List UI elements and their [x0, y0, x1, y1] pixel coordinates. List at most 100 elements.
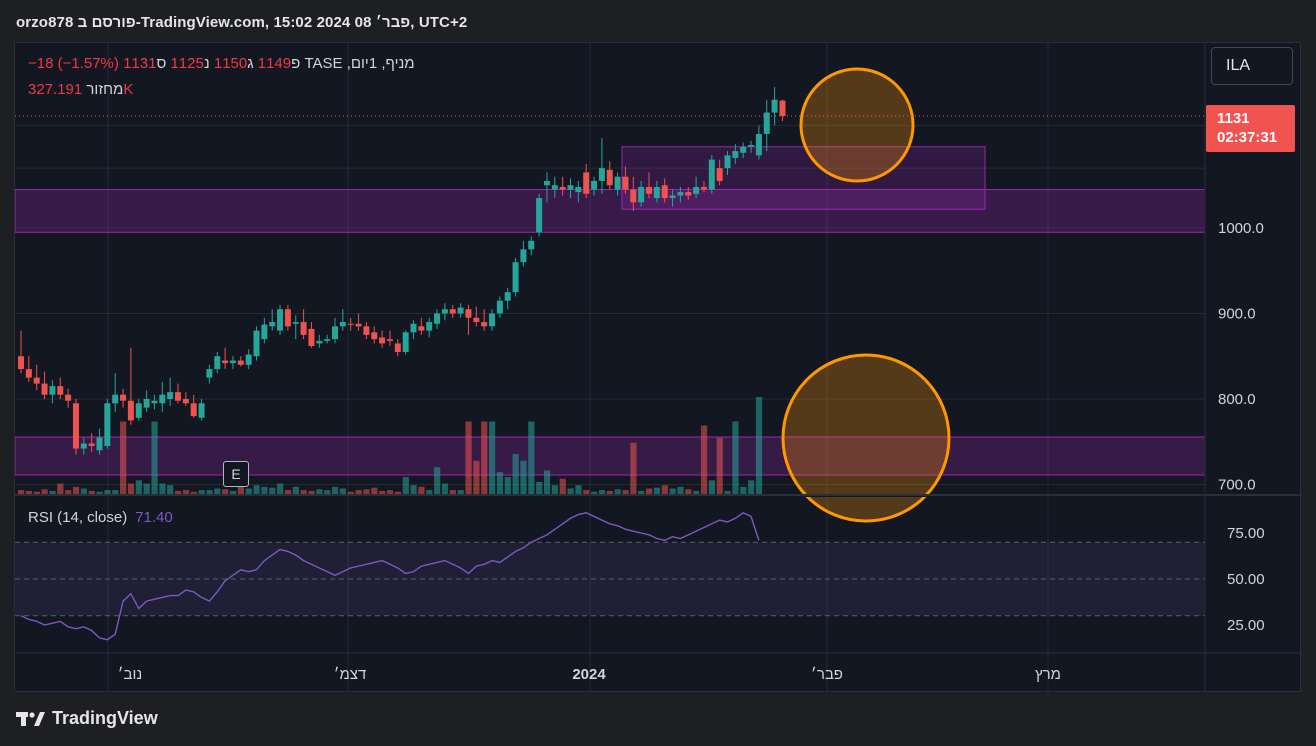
volume-bar: [504, 477, 511, 495]
candle-body: [598, 168, 605, 181]
candle: [449, 304, 456, 318]
candle-body: [324, 339, 331, 341]
chart-frame[interactable]: 1000.0 900.0 800.0 700.0 75.00 50.00 25.00 נוב׳…: [14, 42, 1302, 693]
candle: [80, 437, 87, 455]
volume-bar: [324, 490, 331, 495]
time-tick-label: פבר׳: [811, 666, 843, 683]
candle: [308, 322, 315, 348]
candle-body: [237, 360, 244, 365]
candle-body: [473, 317, 480, 323]
change-value: −18 (−1.57%): [28, 55, 119, 72]
volume-bar: [80, 488, 87, 495]
candle: [685, 186, 692, 200]
candle: [724, 151, 731, 175]
candle-body: [669, 195, 676, 199]
candle: [402, 330, 409, 355]
candle: [559, 176, 566, 196]
currency-button[interactable]: ILA: [1211, 47, 1293, 85]
candle: [316, 334, 323, 348]
candle-body: [441, 309, 448, 314]
candle-body: [638, 186, 645, 203]
candle: [355, 313, 362, 331]
bar-countdown: 02:37:31: [1217, 129, 1278, 146]
candle: [598, 138, 605, 194]
candle-body: [292, 322, 299, 324]
candle: [591, 176, 598, 196]
candle: [88, 433, 95, 453]
candle: [49, 380, 56, 404]
candle-body: [33, 377, 40, 384]
candle-body: [606, 169, 613, 186]
candle-body: [708, 159, 715, 190]
candle-body: [151, 400, 158, 404]
volume-bar: [441, 483, 449, 495]
time-tick-label: דצמ׳: [334, 666, 367, 683]
volume-bar: [214, 488, 221, 495]
candle: [229, 356, 236, 370]
symbol-label: מניף, 1יום, TASE: [304, 55, 415, 72]
candle: [693, 176, 700, 199]
low-label: נ: [203, 55, 210, 72]
candle-body: [543, 180, 550, 186]
candle: [441, 303, 448, 321]
volume-bar: [371, 487, 378, 495]
last-price: 1131: [1217, 110, 1250, 127]
volume-bar: [740, 486, 747, 495]
volume-bar: [190, 491, 197, 495]
candle: [520, 240, 527, 267]
candle: [253, 326, 260, 361]
rsi-legend: RSI (14, close) 71.40: [28, 509, 173, 526]
rsi-tick-label: 75.00: [1227, 525, 1265, 542]
volume-bar: [394, 491, 401, 495]
candle-body: [182, 399, 189, 404]
candle-body: [622, 176, 629, 190]
volume-bar: [112, 490, 119, 495]
volume-bar: [182, 490, 190, 495]
candle-body: [559, 186, 566, 190]
candle-body: [167, 392, 174, 399]
candle-body: [732, 151, 739, 158]
volume-bar: [57, 483, 64, 495]
candle: [135, 399, 142, 421]
candle-body: [65, 394, 72, 401]
candle-body: [72, 403, 79, 449]
earnings-marker[interactable]: E: [223, 461, 249, 487]
candle-body: [347, 323, 354, 325]
candle: [653, 180, 660, 203]
volume-bar: [449, 490, 456, 495]
candlestick-chart-svg[interactable]: 1000.0 900.0 800.0 700.0 75.00 50.00 25.00 נוב׳…: [15, 43, 1302, 693]
close-label: ס: [156, 55, 167, 72]
volume-value: 327.191K: [28, 81, 134, 98]
candle: [347, 317, 354, 331]
volume-bar: [669, 488, 676, 495]
candle: [748, 140, 755, 153]
candle: [332, 317, 338, 344]
rsi-line: [20, 511, 760, 641]
candle: [386, 330, 393, 346]
candle: [504, 287, 511, 310]
candle: [159, 381, 166, 412]
candle: [771, 86, 778, 126]
volume-bar: [135, 480, 142, 495]
price-tick-label: 1000.0: [1218, 220, 1264, 237]
volume-bar: [339, 488, 347, 495]
candle: [214, 351, 221, 374]
tradingview-logo[interactable]: TradingView: [16, 708, 158, 729]
volume-bar: [277, 483, 284, 495]
candle: [426, 317, 433, 338]
volume-zone: [15, 436, 1206, 476]
candle: [127, 347, 134, 425]
volume-bar: [151, 421, 158, 495]
volume-bar: [481, 421, 488, 495]
candle-body: [646, 186, 652, 194]
candle-body: [175, 392, 181, 401]
rsi-value: 71.40: [135, 509, 173, 526]
time-tick-label: מרץ: [1035, 666, 1061, 683]
candle-body: [457, 307, 464, 314]
volume-bar: [253, 485, 260, 495]
candle: [630, 176, 637, 211]
volume-bar: [528, 421, 535, 495]
candle: [646, 172, 652, 199]
candle: [41, 371, 48, 399]
candle-body: [159, 394, 166, 404]
